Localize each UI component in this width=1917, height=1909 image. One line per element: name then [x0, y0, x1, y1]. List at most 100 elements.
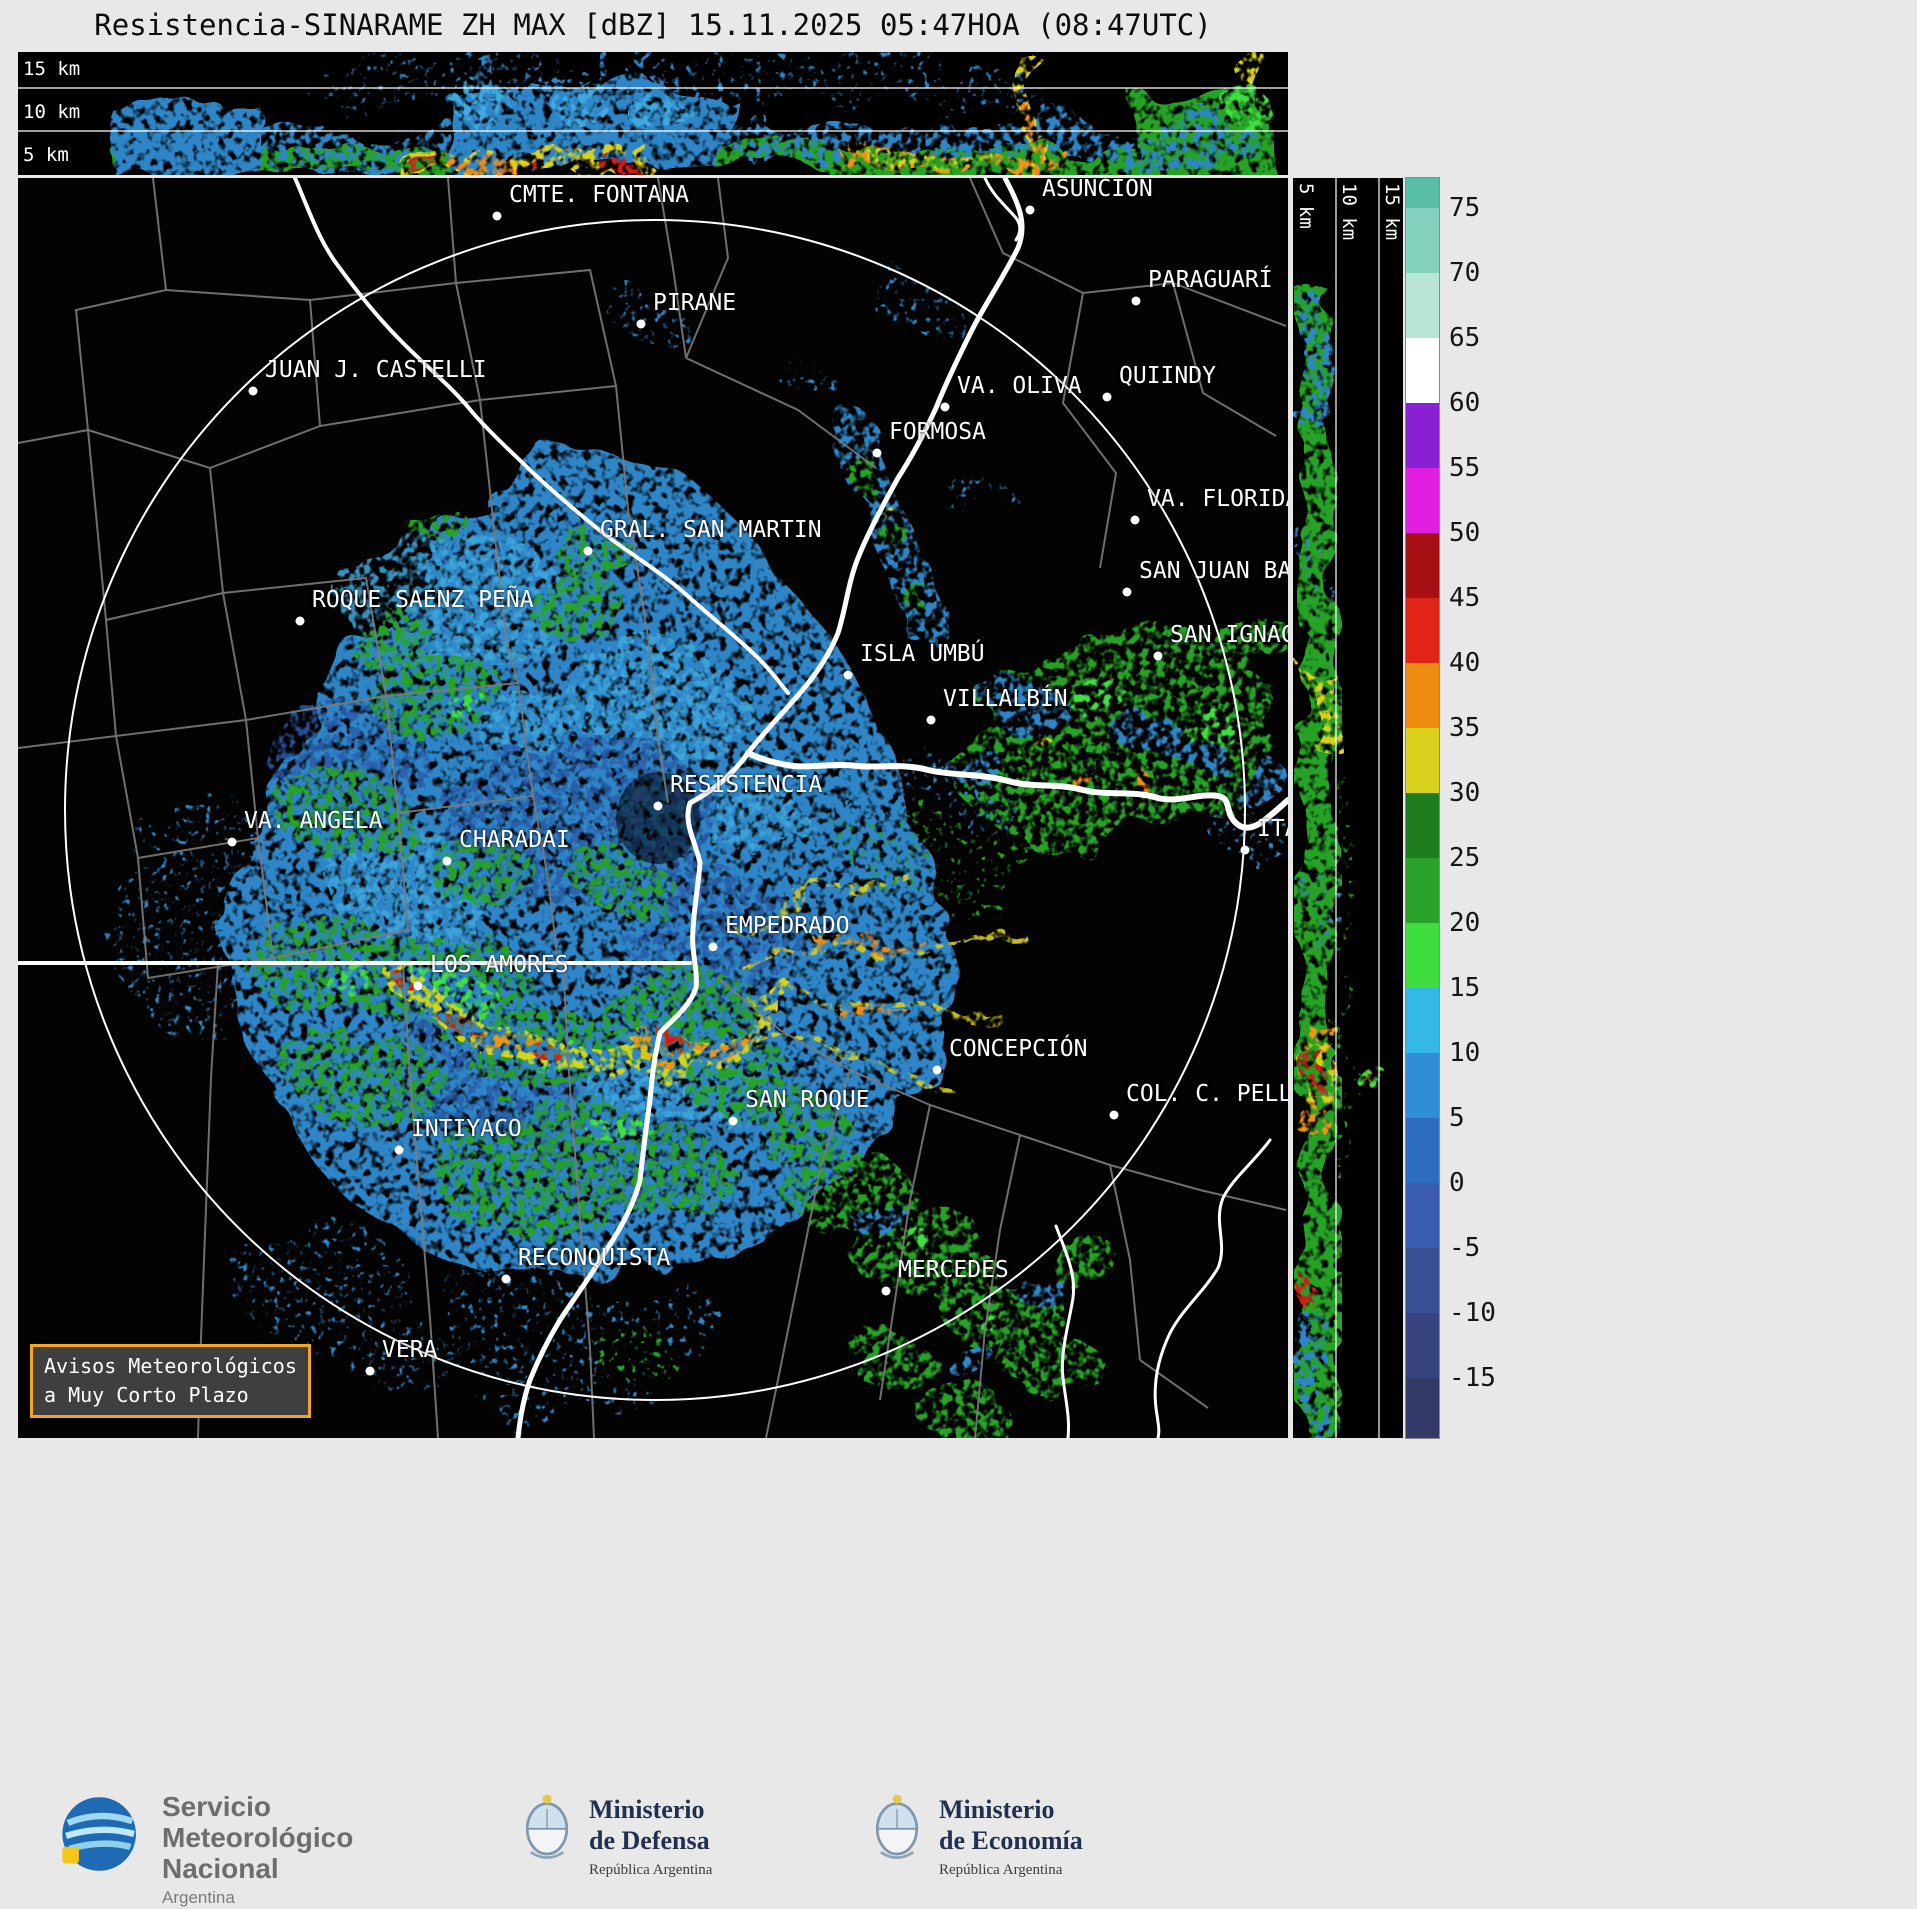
colorbar — [1405, 177, 1440, 1439]
city-label: VILLALBÍN — [943, 686, 1068, 712]
ministry-country-label: República Argentina — [589, 1862, 713, 1879]
city-marker — [843, 670, 853, 680]
city-marker — [940, 402, 950, 412]
colorbar-tick-label: -5 — [1449, 1233, 1481, 1263]
city-label: ASUNCIÓN — [1042, 178, 1153, 202]
smn-name-line-2: Meteorológico — [162, 1821, 354, 1853]
colorbar-segment — [1406, 793, 1439, 858]
colorbar-tick-label: 15 — [1449, 973, 1481, 1003]
city-label: SAN ROQUE — [745, 1087, 870, 1113]
colorbar-tick-label: 60 — [1449, 388, 1481, 418]
colorbar-segment — [1406, 923, 1439, 988]
city-marker — [501, 1274, 511, 1284]
axis-label-15km: 15 km — [23, 58, 81, 80]
ministry-country-label: República Argentina — [939, 1862, 1063, 1879]
colorbar-segment — [1406, 468, 1439, 533]
radar-map-graphic — [18, 178, 1288, 1438]
colorbar-segment — [1406, 1118, 1439, 1183]
city-marker — [1102, 392, 1112, 402]
city-label: ROQUE SAENZ PEÑA — [312, 587, 534, 613]
city-marker — [1025, 205, 1035, 215]
city-marker — [872, 448, 882, 458]
colorbar-tick-label: 50 — [1449, 518, 1481, 548]
city-label: INTIYACO — [411, 1116, 522, 1142]
city-marker — [728, 1116, 738, 1126]
radar-map-panel: CMTE. FONTANA ASUNCIÓN PIRANE PARAGUARÍ JUAN… — [18, 178, 1288, 1438]
ministry-name-line-2: de Economía — [939, 1825, 1083, 1855]
city-marker — [1122, 587, 1132, 597]
colorbar-segment — [1406, 988, 1439, 1053]
city-marker — [295, 616, 305, 626]
city-marker — [583, 546, 593, 556]
colorbar-segment — [1406, 1248, 1439, 1313]
city-label: SAN JUAN BAUTISTA — [1139, 558, 1288, 584]
city-label: PIRANE — [653, 290, 737, 316]
city-marker — [1131, 296, 1141, 306]
top-cross-section-panel: 15 km 10 km 5 km — [18, 52, 1288, 175]
colorbar-tick-label: 0 — [1449, 1168, 1465, 1198]
colorbar-segment — [1406, 728, 1439, 793]
city-label: FORMOSA — [889, 419, 986, 445]
height-gridlines — [1335, 178, 1380, 1438]
colorbar-tick-label: 75 — [1449, 193, 1481, 223]
colorbar-tick-label: 10 — [1449, 1038, 1481, 1068]
colorbar-segment — [1406, 1378, 1439, 1438]
city-label: PARAGUARÍ — [1148, 267, 1273, 293]
height-gridlines — [18, 87, 1288, 132]
city-marker — [394, 1145, 404, 1155]
city-marker — [926, 715, 936, 725]
colorbar-tick-label: 45 — [1449, 583, 1481, 613]
city-label: GRAL. SAN MARTIN — [600, 517, 822, 543]
city-marker — [1153, 651, 1163, 661]
city-label: CMTE. FONTANA — [509, 182, 690, 208]
product-title: Resistencia-SINARAME ZH MAX [dBZ] 15.11.… — [94, 8, 1212, 42]
radar-site-clutter — [616, 772, 700, 871]
colorbar-segment — [1406, 1183, 1439, 1248]
side-echo-layer — [1301, 296, 1383, 1434]
city-marker — [1240, 845, 1250, 855]
city-label: SAN IGNACIO — [1170, 622, 1288, 648]
smn-logo-group: Servicio Meteorológico Nacional Argentin… — [55, 1788, 353, 1908]
ministry-economia-group: Ministerio de Economía República Argenti… — [870, 1792, 1083, 1879]
city-label: COL. C. PELLEGRINI — [1126, 1081, 1288, 1107]
city-label: VERA — [382, 1337, 438, 1363]
colorbar-tick-label: -15 — [1449, 1363, 1496, 1393]
city-marker — [227, 837, 237, 847]
colorbar-tick-label: 40 — [1449, 648, 1481, 678]
notice-line-2: a Muy Corto Plazo — [44, 1383, 249, 1407]
city-marker — [636, 319, 646, 329]
city-label: QUIINDY — [1119, 363, 1216, 389]
range-circle — [64, 219, 1246, 1401]
colorbar-segments — [1406, 178, 1439, 1438]
side-cross-section-graphic — [1301, 178, 1383, 1438]
smn-country-label: Argentina — [162, 1888, 235, 1908]
ministry-name-line-2: de Defensa — [589, 1825, 710, 1855]
colorbar-tick-label: 35 — [1449, 713, 1481, 743]
colorbar-segment — [1406, 663, 1439, 728]
city-marker — [1130, 515, 1140, 525]
colorbar-segment — [1406, 178, 1439, 208]
city-marker — [932, 1065, 942, 1075]
city-label: EMPEDRADO — [725, 913, 850, 939]
ministry-name-line-1: Ministerio — [589, 1795, 705, 1824]
city-marker — [365, 1366, 375, 1376]
colorbar-tick-label: 55 — [1449, 453, 1481, 483]
ministry-defensa-group: Ministerio de Defensa República Argentin… — [520, 1792, 712, 1879]
city-label: CONCEPCIÓN — [949, 1036, 1088, 1062]
city-marker — [248, 386, 258, 396]
colorbar-tick-label: 70 — [1449, 258, 1481, 288]
city-marker — [653, 801, 663, 811]
side-cross-section-panel: 5 km 10 km 15 km — [1293, 178, 1403, 1438]
colorbar-tick-label: 5 — [1449, 1103, 1465, 1133]
top-echo-layer — [108, 52, 1275, 174]
ministry-name-line-1: Ministerio — [939, 1795, 1055, 1824]
echo-layer — [118, 293, 1288, 1438]
city-label: ITATÍ — [1257, 816, 1288, 842]
colorbar-segment — [1406, 338, 1439, 403]
colorbar-segment — [1406, 598, 1439, 663]
city-marker — [1109, 1110, 1119, 1120]
coat-of-arms-icon — [525, 1794, 569, 1859]
colorbar-segment — [1406, 208, 1439, 273]
colorbar-segment — [1406, 273, 1439, 338]
colorbar-segment — [1406, 533, 1439, 598]
